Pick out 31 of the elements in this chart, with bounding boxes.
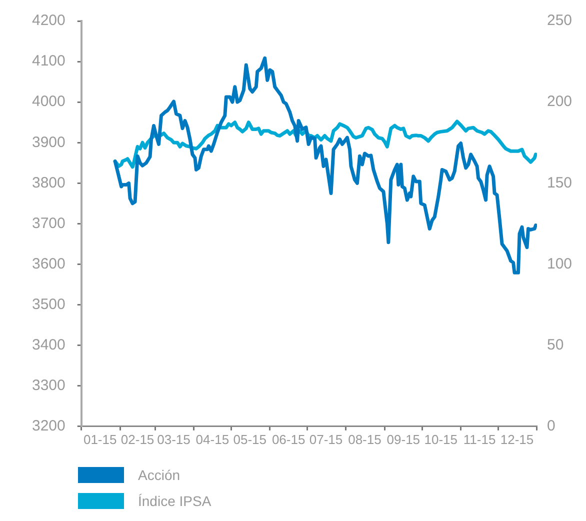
y-tick-label: 3600 [32,255,66,272]
x-tick-label: 05-15 [233,432,267,447]
y-tick-label: 3300 [32,377,66,394]
x-tick-label: 07-15 [309,432,343,447]
x-tick-label: 04-15 [196,432,230,447]
y-tick-label: 4200 [32,12,66,30]
x-tick-label: 02-15 [120,432,154,447]
x-tick-label: 11-15 [463,432,496,447]
y-tick-label: 3700 [32,214,66,232]
y2-tick-label: 0 [546,418,556,435]
x-tick-label: 06-15 [272,432,306,447]
y2-tick-label: 100 [546,255,572,272]
x-tick-label: 12-15 [500,432,534,447]
y-tick-label: 3200 [32,418,66,435]
x-tick-label: 01-15 [83,432,117,447]
y2-tick-label: 150 [546,174,572,192]
y-tick-label: 4100 [32,52,66,70]
y2-tick-label: 50 [546,336,564,354]
y-tick-label: 4000 [32,93,66,110]
y-tick-label: 3800 [32,174,66,192]
legend-label: Acción [138,467,180,483]
legend-label: Índice IPSA [138,493,212,509]
x-tick-label: 09-15 [386,432,420,447]
y-tick-label: 3400 [32,336,66,354]
y-tick-label: 3500 [32,296,66,313]
y2-tick-label: 200 [546,93,572,110]
x-tick-label: 08-15 [348,432,382,447]
y-tick-label: 3900 [32,134,66,151]
x-tick-label: 03-15 [157,432,190,447]
x-tick-label: 10-15 [424,432,458,447]
y2-tick-label: 250 [546,12,572,30]
